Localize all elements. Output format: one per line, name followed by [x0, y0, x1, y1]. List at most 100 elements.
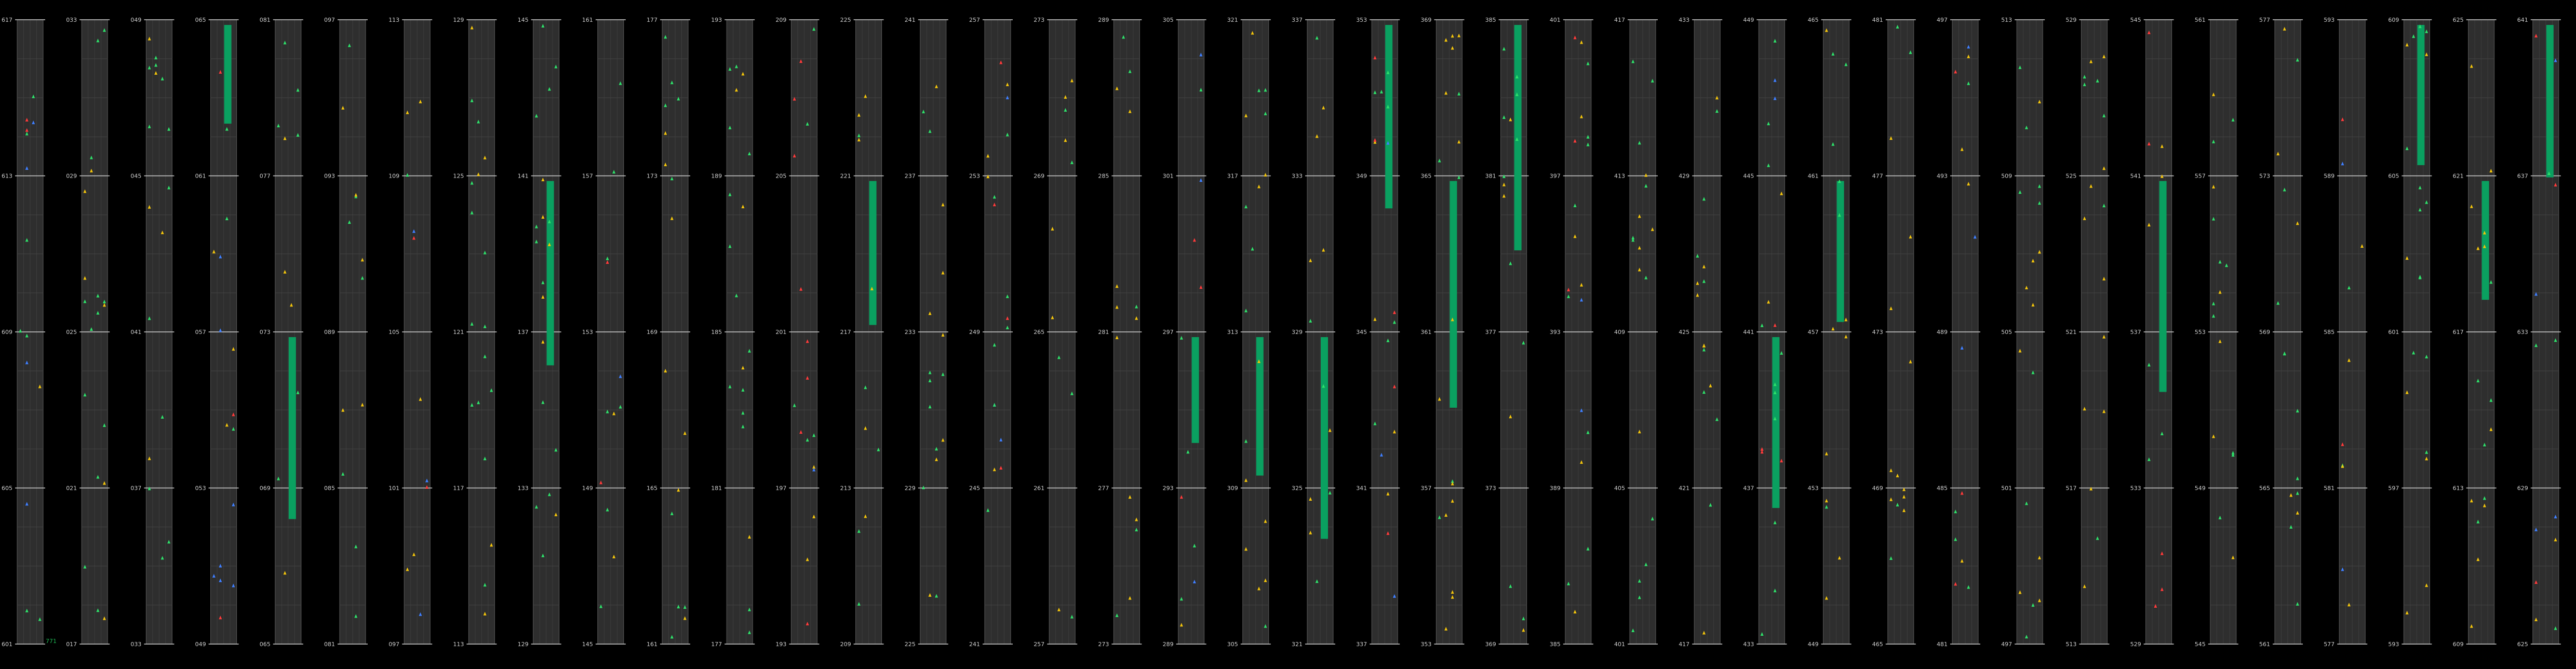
note	[999, 60, 1003, 64]
measure-number: 329	[1292, 329, 1303, 336]
note	[1373, 421, 1377, 425]
note	[232, 583, 235, 587]
note	[2283, 26, 2286, 31]
measure-number: 345	[1356, 329, 1367, 336]
measure-number: 117	[453, 485, 464, 492]
note	[1264, 111, 1267, 115]
note	[1128, 495, 1132, 499]
chart-column: 225 221 217 213 209	[840, 17, 884, 648]
note	[1767, 300, 1770, 304]
chart-column: 369 365 361 357 353	[1420, 17, 1465, 648]
note	[296, 133, 300, 137]
note	[1192, 238, 1196, 242]
note	[992, 467, 996, 472]
note	[2031, 370, 2035, 374]
note	[747, 534, 751, 539]
note	[1760, 447, 1764, 451]
measure-number: 289	[1098, 17, 1109, 23]
note	[1960, 559, 1964, 563]
note	[606, 260, 609, 264]
measure-number: 409	[1614, 329, 1625, 336]
measure-number: 453	[1808, 485, 1819, 492]
note	[1696, 281, 1699, 285]
measure-number: 617	[2453, 329, 2464, 336]
note	[1960, 346, 1964, 350]
note	[2405, 610, 2409, 614]
hold-note	[2417, 25, 2425, 165]
note	[2218, 290, 2222, 294]
note	[677, 488, 680, 492]
note	[160, 230, 164, 234]
note	[2418, 185, 2422, 190]
note	[1644, 562, 1648, 566]
note	[1438, 515, 1441, 519]
note	[1315, 134, 1319, 138]
note	[2296, 602, 2299, 606]
chart-column: 145 141 137 133 129	[518, 17, 561, 648]
note	[2283, 352, 2286, 356]
note	[1702, 347, 1706, 352]
note	[1954, 510, 1957, 514]
note	[1715, 417, 1719, 421]
note	[2102, 276, 2106, 280]
measure-number: 557	[2195, 173, 2206, 180]
measure-number: 049	[130, 17, 141, 23]
chart-column: 049 045 041 037 033	[130, 17, 175, 648]
note	[2102, 54, 2106, 58]
note	[25, 238, 29, 242]
note	[2483, 496, 2486, 500]
note	[806, 438, 809, 442]
measure-number: 097	[324, 17, 335, 23]
measure-number: 273	[1098, 641, 1109, 648]
note	[534, 114, 538, 118]
note	[2534, 292, 2538, 296]
note	[799, 59, 803, 63]
note	[2031, 259, 2035, 263]
measure-number: 257	[1034, 641, 1044, 648]
note	[793, 154, 796, 158]
note	[1309, 497, 1312, 501]
measure-number: 049	[195, 641, 206, 648]
note	[2341, 162, 2344, 166]
note	[541, 215, 545, 219]
note	[812, 514, 816, 518]
note	[1824, 451, 1828, 456]
note	[664, 103, 667, 108]
note	[1967, 182, 1970, 186]
note	[935, 447, 938, 451]
note	[2276, 301, 2280, 305]
note	[1709, 503, 1712, 507]
note	[664, 369, 667, 373]
note	[1780, 351, 1783, 355]
measure-number: 029	[66, 173, 77, 180]
note	[147, 124, 151, 128]
note	[2489, 427, 2493, 431]
note	[1515, 92, 1519, 96]
chart-column: 617 613 609 605 601	[2, 17, 45, 648]
measure-number: 393	[1550, 329, 1561, 336]
measure-number: 109	[388, 173, 399, 180]
measure-number: 505	[2001, 329, 2012, 336]
note	[2534, 617, 2538, 621]
note	[1824, 499, 1828, 503]
note	[2083, 584, 2086, 588]
note	[1251, 31, 1254, 35]
measure-number: 337	[1292, 17, 1303, 23]
note	[83, 276, 87, 280]
measure-number: 601	[2388, 329, 2399, 336]
note	[160, 556, 164, 560]
note	[935, 457, 938, 461]
note	[1960, 491, 1964, 495]
note	[1451, 479, 1454, 483]
note	[670, 511, 674, 515]
note	[1631, 235, 1635, 239]
note	[2360, 244, 2364, 248]
chart-column: 113 109 105 101 097	[388, 17, 433, 648]
note	[799, 430, 803, 434]
hold-note	[1191, 337, 1199, 443]
note	[864, 385, 867, 390]
measure-number: 041	[130, 329, 141, 336]
note	[102, 616, 106, 620]
note	[1889, 306, 1893, 311]
note	[812, 27, 816, 31]
